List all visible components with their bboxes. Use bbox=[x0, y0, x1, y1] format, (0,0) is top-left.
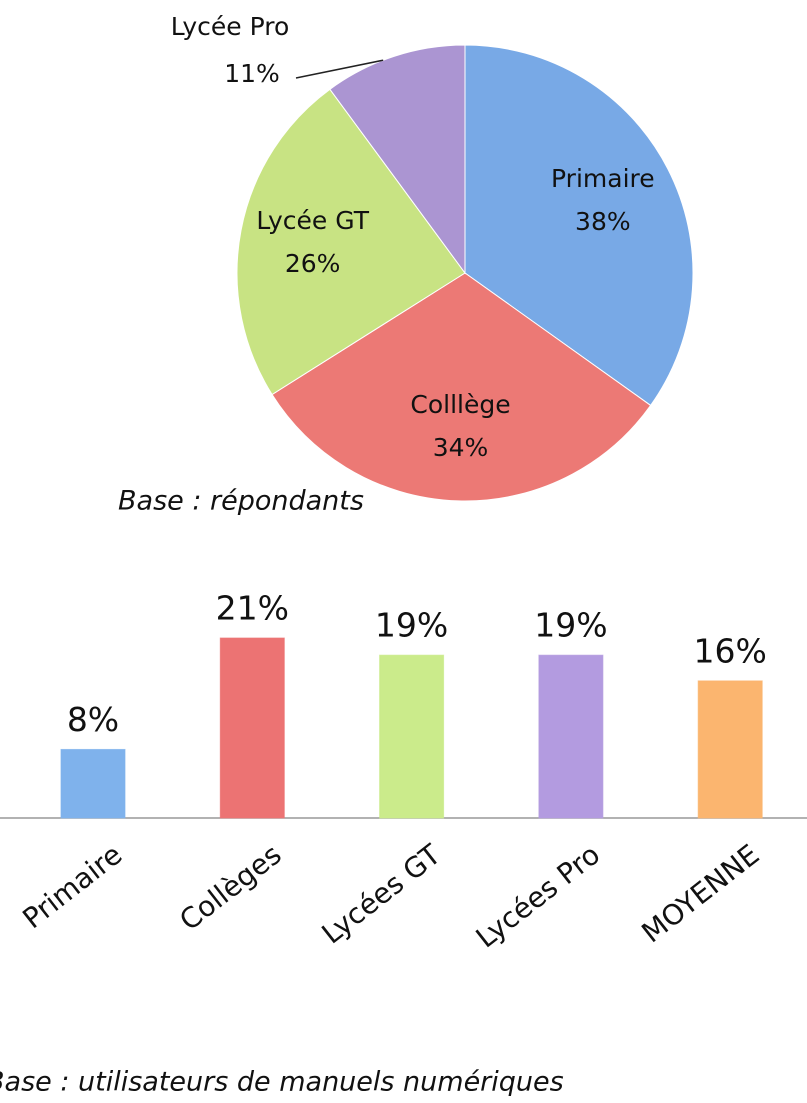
bar-value-label: 19% bbox=[534, 606, 607, 645]
bar bbox=[697, 680, 763, 819]
bar bbox=[219, 637, 285, 819]
pie-slice bbox=[464, 44, 694, 407]
slice-label: Lycée Pro bbox=[171, 12, 290, 41]
leader-line bbox=[295, 59, 384, 79]
slice-value-label: 38% bbox=[575, 207, 631, 236]
bar-value-label: 19% bbox=[375, 606, 448, 645]
slice-value-label: 11% bbox=[224, 59, 280, 88]
bar-note: Base : utilisateurs de manuels numérique… bbox=[0, 1067, 564, 1098]
x-tick-label: Lycées GT bbox=[316, 837, 448, 950]
bar-value-label: 21% bbox=[216, 589, 289, 628]
slice-value-label: 26% bbox=[285, 249, 341, 278]
slice-label: Lycée GT bbox=[256, 206, 369, 235]
slice-value-label: 34% bbox=[433, 433, 489, 462]
x-tick-label: MOYENNE bbox=[636, 838, 766, 950]
bar bbox=[538, 654, 604, 819]
pie-note: Base : répondants bbox=[118, 486, 364, 517]
pie-slice bbox=[236, 88, 466, 396]
slice-label: Colllège bbox=[410, 390, 510, 419]
slice-label: Primaire bbox=[551, 164, 655, 193]
bar bbox=[60, 748, 126, 819]
x-tick-label: Lycées Pro bbox=[470, 838, 606, 955]
bar-value-label: 16% bbox=[694, 631, 767, 670]
x-tick-label: Primaire bbox=[16, 838, 128, 935]
pie-slice bbox=[271, 272, 652, 502]
bar bbox=[379, 654, 445, 819]
pie-slice bbox=[329, 44, 466, 275]
x-tick-label: Collèges bbox=[173, 838, 287, 937]
bar-value-label: 8% bbox=[67, 700, 119, 739]
